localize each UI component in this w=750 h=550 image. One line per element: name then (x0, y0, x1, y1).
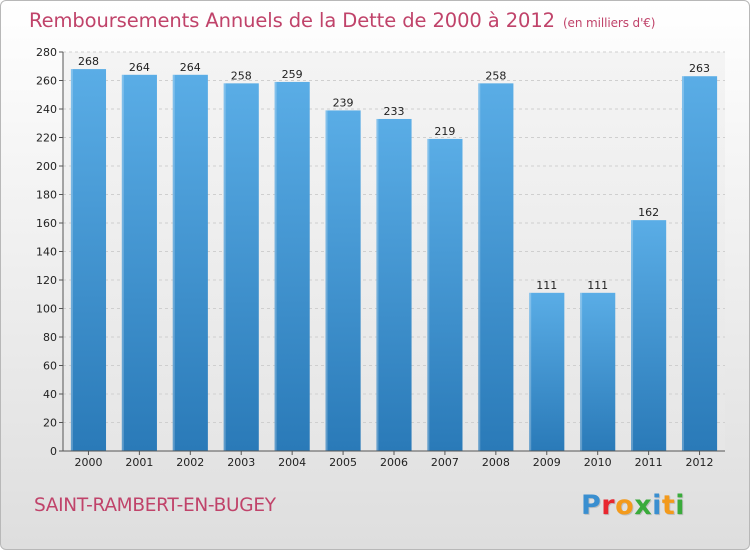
bar-2009 (529, 292, 565, 451)
data-label-2005: 239 (333, 96, 354, 109)
y-tick-label: 280 (36, 46, 57, 59)
bar-2011 (631, 220, 667, 451)
y-tick-label: 140 (36, 246, 57, 259)
x-tick-label: 2011 (635, 456, 663, 469)
y-tick-label: 100 (36, 303, 57, 316)
data-label-2002: 264 (180, 61, 201, 74)
y-tick-label: 40 (43, 388, 57, 401)
logo-letter: P (581, 490, 602, 521)
x-tick-label: 2007 (431, 456, 459, 469)
x-tick-label: 2008 (482, 456, 510, 469)
bar-2012 (681, 76, 718, 451)
bar-highlight (376, 118, 379, 451)
logo-letter: o (615, 490, 635, 521)
x-tick-label: 2006 (380, 456, 408, 469)
logo-letter: i (675, 490, 686, 521)
y-tick-label: 220 (36, 132, 57, 145)
bar-2007 (427, 138, 463, 452)
x-tick-label: 2010 (584, 456, 612, 469)
bar-2000 (70, 69, 107, 451)
x-tick-label: 2012 (686, 456, 714, 469)
bar-highlight (529, 292, 532, 451)
data-label-2007: 219 (434, 125, 455, 138)
data-label-2003: 258 (231, 69, 252, 82)
bar-highlight (325, 110, 328, 452)
logo-letter: t (661, 490, 676, 521)
data-label-2006: 233 (384, 105, 405, 118)
bar-highlight (223, 83, 226, 451)
bar-highlight (681, 76, 684, 451)
y-tick-label: 60 (43, 360, 57, 373)
y-tick-label: 240 (36, 103, 57, 116)
bar-highlight (274, 81, 277, 452)
x-tick-label: 2001 (125, 456, 153, 469)
data-label-2009: 111 (536, 279, 557, 292)
y-tick-label: 160 (36, 217, 57, 230)
data-label-2000: 268 (78, 55, 99, 68)
y-tick-label: 0 (50, 445, 57, 458)
x-tick-label: 2002 (176, 456, 204, 469)
y-tick-label: 260 (36, 75, 57, 88)
bar-2005 (325, 110, 361, 452)
chart-title: Remboursements Annuels de la Dette de 20… (29, 9, 656, 32)
proxiti-logo: Proxiti (581, 490, 685, 521)
bar-highlight (121, 74, 124, 452)
chart-title-text: Remboursements Annuels de la Dette de 20… (29, 9, 555, 32)
y-tick-label: 180 (36, 189, 57, 202)
x-tick-label: 2003 (227, 456, 255, 469)
x-tick-label: 2009 (533, 456, 561, 469)
y-tick-label: 200 (36, 160, 57, 173)
data-label-2001: 264 (129, 61, 150, 74)
y-tick-label: 120 (36, 274, 57, 287)
data-label-2012: 263 (689, 62, 710, 75)
data-label-2011: 162 (638, 206, 659, 219)
bar-2008 (478, 83, 514, 451)
data-label-2008: 258 (485, 69, 506, 82)
bar-highlight (70, 69, 73, 451)
y-tick-label: 20 (43, 417, 57, 430)
chart-unit: (en milliers d'€) (562, 16, 656, 30)
location-name: SAINT-RAMBERT-EN-BUGEY (34, 495, 276, 516)
bar-2002 (172, 74, 208, 452)
bar-highlight (478, 83, 481, 451)
logo-letter: x (634, 490, 653, 521)
bar-2010 (580, 292, 616, 451)
bar-2006 (376, 118, 412, 451)
bar-2003 (223, 83, 259, 451)
data-label-2004: 259 (282, 68, 303, 81)
x-tick-label: 2005 (329, 456, 357, 469)
bar-2001 (121, 74, 157, 452)
x-tick-label: 2000 (74, 456, 102, 469)
logo-letter: r (601, 490, 616, 521)
data-label-2010: 111 (587, 279, 608, 292)
bar-highlight (172, 74, 175, 452)
logo-letter: i (652, 490, 662, 521)
bar-highlight (631, 220, 634, 451)
x-tick-label: 2004 (278, 456, 306, 469)
bar-highlight (580, 292, 583, 451)
bar-highlight (427, 138, 430, 452)
y-tick-label: 80 (43, 331, 57, 344)
bar-2004 (274, 81, 310, 452)
